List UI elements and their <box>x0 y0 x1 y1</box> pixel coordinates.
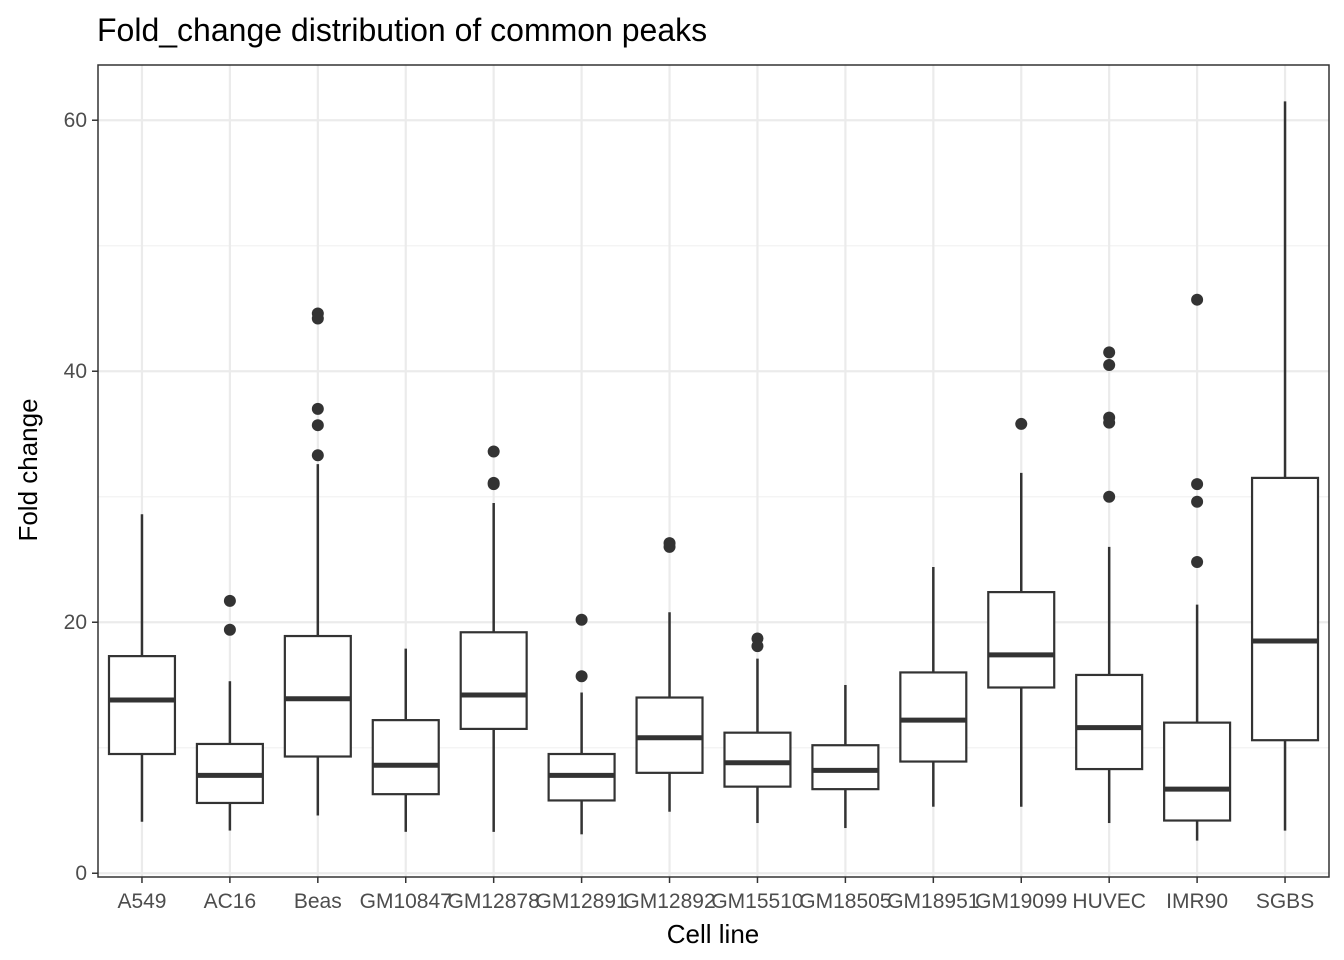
y-tick-label: 0 <box>75 862 87 885</box>
outlier-point <box>1103 490 1116 503</box>
box-iqr <box>459 631 528 731</box>
box-iqr <box>987 591 1056 689</box>
outlier-point <box>1191 555 1204 568</box>
outlier-point <box>223 594 236 607</box>
box-iqr <box>635 696 704 774</box>
outlier-point <box>1103 358 1116 371</box>
box-gm18505 <box>811 684 880 829</box>
box-sgbs <box>1250 101 1320 831</box>
x-axis: A549 AC16 Beas GM10847GM12878GM12891GM12892… <box>117 877 1314 913</box>
box-iqr <box>723 731 792 788</box>
outlier-point <box>487 478 500 491</box>
y-axis: 0 20 40 60 <box>64 109 98 885</box>
outlier-point <box>311 449 324 462</box>
box-series <box>107 101 1320 841</box>
outlier-point <box>311 312 324 325</box>
x-tick-label: GM19099 <box>975 890 1067 913</box>
x-tick-label: SGBS <box>1256 890 1314 913</box>
box-beas <box>283 307 352 816</box>
x-tick-label: IMR90 <box>1166 890 1228 913</box>
outlier-point <box>311 419 324 432</box>
outlier-point <box>1191 293 1204 306</box>
y-tick-label: 20 <box>64 611 87 634</box>
x-tick-label: Beas <box>294 890 342 913</box>
box-iqr <box>1163 721 1232 822</box>
box-iqr <box>811 744 880 791</box>
x-tick-label: GM10847 <box>360 890 452 913</box>
x-tick-label: GM18505 <box>799 890 891 913</box>
x-axis-title: Cell line <box>667 919 760 949</box>
box-a549 <box>107 514 177 822</box>
x-tick-label: GM12892 <box>623 890 715 913</box>
outlier-point <box>311 402 324 415</box>
y-tick-label: 40 <box>64 360 87 383</box>
box-imr90 <box>1163 293 1232 841</box>
outlier-point <box>663 540 676 553</box>
outlier-point <box>1191 478 1204 491</box>
outlier-point <box>223 623 236 636</box>
box-gm12878 <box>459 445 528 832</box>
outlier-point <box>751 640 764 653</box>
x-tick-label: AC16 <box>204 890 257 913</box>
box-gm15510 <box>723 632 792 824</box>
box-iqr <box>371 719 440 796</box>
x-tick-label: GM12891 <box>535 890 627 913</box>
outlier-point <box>1103 346 1116 359</box>
box-ac16 <box>195 594 264 831</box>
x-tick-label: GM12878 <box>448 890 540 913</box>
box-iqr <box>1075 673 1144 771</box>
outlier-point <box>575 613 588 626</box>
outlier-point <box>487 445 500 458</box>
box-gm12891 <box>547 613 616 835</box>
box-gm19099 <box>987 417 1056 807</box>
x-tick-label: A549 <box>117 890 166 913</box>
box-iqr <box>107 655 177 756</box>
x-tick-label: GM15510 <box>711 890 803 913</box>
x-tick-label: GM18951 <box>887 890 979 913</box>
chart-title: Fold_change distribution of common peaks <box>97 12 707 48</box>
x-tick-label: HUVEC <box>1072 890 1146 913</box>
box-huvec <box>1075 346 1144 824</box>
box-iqr <box>283 634 352 758</box>
outlier-point <box>1191 495 1204 508</box>
box-gm12892 <box>635 537 704 812</box>
outlier-point <box>1015 417 1028 430</box>
box-gm18951 <box>899 567 968 807</box>
box-iqr <box>899 671 968 763</box>
plot-panel-border <box>97 64 1330 878</box>
grid-lines <box>98 65 1329 877</box>
y-tick-label: 60 <box>64 109 87 132</box>
outlier-point <box>1103 416 1116 429</box>
outlier-point <box>575 670 588 683</box>
box-gm10847 <box>371 648 440 832</box>
box-iqr <box>1250 476 1320 742</box>
y-axis-title: Fold change <box>13 398 43 541</box>
